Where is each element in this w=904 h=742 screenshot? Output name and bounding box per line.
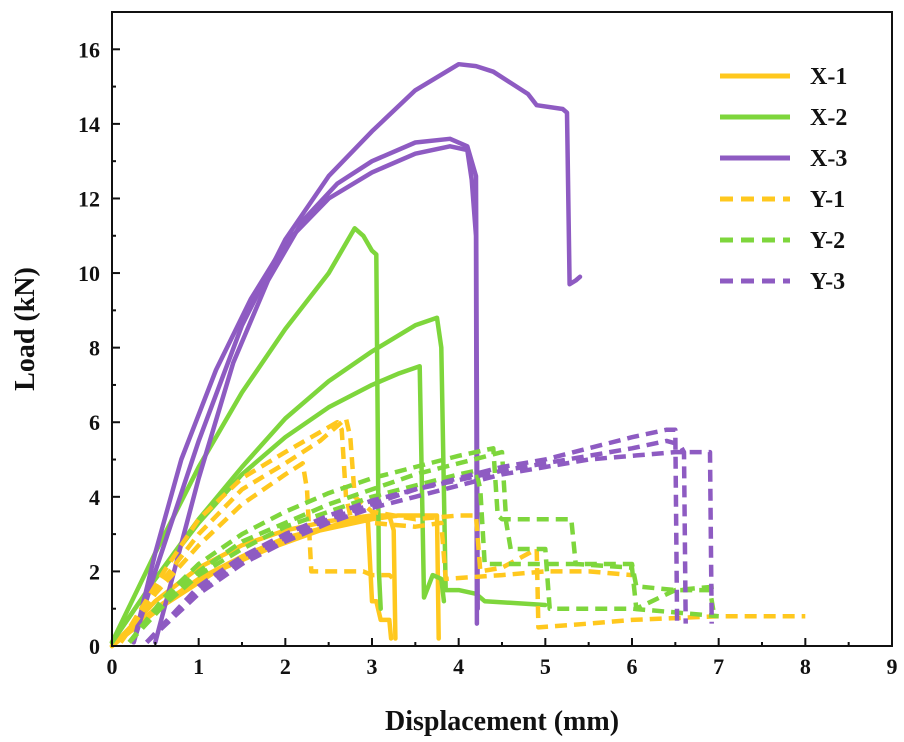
legend: X-1 X-2 X-3 Y-1 Y-2 Y-3 <box>720 64 847 295</box>
x-axis-title: Displacement (mm) <box>385 706 619 737</box>
x-tick-label: 4 <box>453 654 464 679</box>
series-line-y-1-specimen-3 <box>118 461 396 644</box>
y-tick-label: 8 <box>89 336 100 361</box>
y-axis-title: Load (kN) <box>10 267 41 391</box>
y-tick-label: 14 <box>78 112 100 137</box>
series-line-y-2-specimen-3 <box>127 468 717 644</box>
legend-label-y-3: Y-3 <box>810 269 845 295</box>
x-tick-label: 8 <box>800 654 811 679</box>
x-tick-label: 3 <box>367 654 378 679</box>
x-tick-label: 7 <box>713 654 724 679</box>
x-tick-label: 6 <box>627 654 638 679</box>
x-tick-label: 5 <box>540 654 551 679</box>
y-tick-label: 0 <box>89 634 100 659</box>
x-tick-label: 1 <box>193 654 204 679</box>
series-line-y-1-specimen-2 <box>118 416 806 644</box>
x-tick-label: 9 <box>887 654 898 679</box>
series-line-x-2-specimen-3 <box>109 315 548 645</box>
legend-label-x-2: X-2 <box>810 105 847 131</box>
y-tick-label: 6 <box>89 410 100 435</box>
series-line-x-2-specimen-1 <box>109 226 383 645</box>
axis-ticks <box>111 48 893 647</box>
legend-label-x-1: X-1 <box>810 64 847 90</box>
y-tick-label: 4 <box>89 485 100 510</box>
x-tick-label: 0 <box>107 654 118 679</box>
series-line-y-2-specimen-2 <box>127 449 719 644</box>
y-tick-label: 12 <box>78 186 100 211</box>
y-tick-label: 16 <box>78 37 100 62</box>
series-line-y-2-specimen-1 <box>127 446 719 644</box>
series-line-x-3-specimen-1 <box>131 144 480 645</box>
x-tick-label: 2 <box>280 654 291 679</box>
series-line-y-3-specimen-2 <box>145 427 680 644</box>
series-line-y-1-specimen-1 <box>118 419 633 644</box>
legend-label-x-3: X-3 <box>810 146 847 172</box>
y-tick-label: 10 <box>78 261 100 286</box>
y-tick-label: 2 <box>89 559 100 584</box>
plot-curves <box>109 61 806 649</box>
series-line-x-3-specimen-3 <box>131 61 583 645</box>
series-line-x-3-specimen-2 <box>153 136 480 645</box>
legend-label-y-2: Y-2 <box>810 228 845 254</box>
legend-label-y-1: Y-1 <box>810 187 845 213</box>
series-line-y-3-specimen-3 <box>145 449 714 644</box>
